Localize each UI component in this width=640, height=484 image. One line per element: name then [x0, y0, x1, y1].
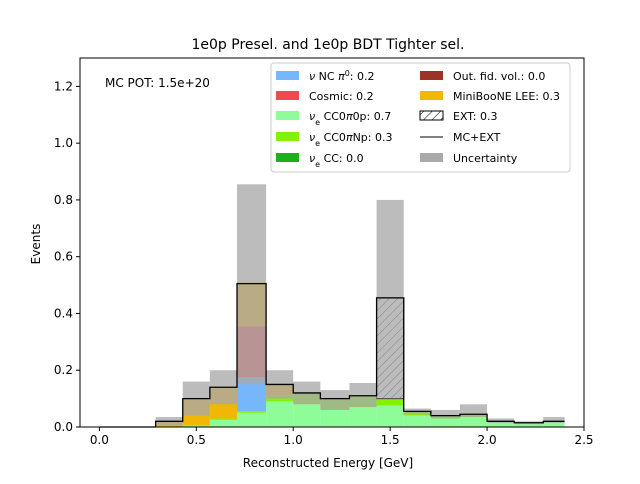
legend-label: ν NC π0: 0.2	[309, 69, 374, 84]
uncertainty-bin-14	[487, 418, 515, 423]
bar-series-0-bin-15	[514, 422, 544, 427]
uncertainty-band	[155, 184, 565, 426]
x-axis-label: Reconstructed Energy [GeV]	[243, 456, 413, 470]
uncertainty-bin-16	[543, 417, 565, 423]
bar-series-1-bin-5	[237, 411, 267, 413]
legend-label: MiniBooNE LEE: 0.3	[453, 90, 560, 103]
y-tick-label: 0.8	[54, 193, 73, 207]
x-tick-label: 2.0	[478, 433, 497, 447]
bar-series-0-bin-6	[266, 401, 294, 427]
y-tick-label: 0.2	[54, 363, 73, 377]
legend-swatch	[276, 71, 299, 80]
legend-label: Uncertainty	[453, 152, 518, 165]
bar-series-0-bin-10	[376, 405, 404, 427]
legend-label: νe CC0π0p: 0.7	[309, 110, 391, 127]
axes: 0.0 0.5 1.0 1.5 2.0 2.5 0.0 0.2 0.4 0.6 0.8 1.0 1.2	[54, 57, 594, 447]
bar-series-0-bin-13	[459, 417, 488, 427]
legend-label: νe CC: 0.0	[309, 152, 364, 169]
legend-swatch	[276, 153, 299, 162]
bar-series-0-bin-12	[430, 418, 460, 427]
bar-series-0-bin-5	[237, 412, 267, 427]
chart-title: 1e0p Presel. and 1e0p BDT Tighter sel.	[192, 37, 465, 53]
bar-series-0-bin-16	[543, 421, 565, 427]
legend-swatch	[420, 91, 443, 100]
legend-swatch	[420, 71, 443, 80]
x-tick-label: 2.5	[574, 433, 593, 447]
x-tick-label: 1.5	[381, 433, 400, 447]
uncertainty-bin-8	[320, 390, 350, 410]
bar-series-1-bin-4	[209, 418, 238, 420]
legend-label: Cosmic: 0.2	[309, 90, 374, 103]
bar-series-0-bin-8	[320, 409, 350, 427]
bar-series-0-bin-11	[403, 415, 431, 427]
total-line	[99, 283, 565, 428]
legend: ν NC π0: 0.2 Cosmic: 0.2 νe CC0π0p: 0.7 νe …	[270, 62, 571, 173]
legend-swatch	[420, 153, 443, 162]
bar-series-0-bin-3	[182, 425, 210, 427]
x-tick-label: 0.0	[90, 433, 109, 447]
uncertainty-bin-9	[349, 383, 377, 408]
x-tick-label: 1.0	[284, 433, 303, 447]
pot-annotation: MC POT: 1.5e+20	[105, 76, 210, 90]
y-tick-label: 0.0	[54, 420, 73, 434]
y-tick-label: 1.0	[54, 136, 73, 150]
legend-label: νe CC0πNp: 0.3	[309, 131, 392, 148]
bar-series-0-bin-9	[349, 407, 377, 427]
bar-series-1-bin-10	[376, 398, 404, 406]
legend-swatch	[276, 111, 299, 120]
uncertainty-bin-10	[376, 199, 404, 399]
mc-ext-step-line	[99, 283, 565, 428]
y-tick-label: 0.6	[54, 250, 73, 264]
x-tick-label: 0.5	[187, 433, 206, 447]
bar-series-0-bin-7	[293, 404, 321, 427]
uncertainty-bin-13	[459, 404, 488, 418]
bar-series-0-bin-14	[487, 421, 515, 427]
y-tick-label: 0.4	[54, 306, 73, 320]
legend-swatch	[276, 132, 299, 141]
legend-label: EXT: 0.3	[453, 110, 498, 123]
legend-swatch-hatched	[419, 110, 444, 121]
y-tick-label: 1.2	[54, 79, 73, 93]
bar-series-0-bin-4	[209, 419, 238, 427]
uncertainty-bin-12	[430, 409, 460, 419]
legend-label: MC+EXT	[453, 131, 501, 144]
legend-label: Out. fid. vol.: 0.0	[453, 70, 545, 83]
y-axis-label: Events	[29, 224, 43, 265]
plot-frame	[79, 57, 585, 428]
legend-swatch	[276, 91, 299, 100]
uncertainty-bin-5	[237, 184, 267, 385]
